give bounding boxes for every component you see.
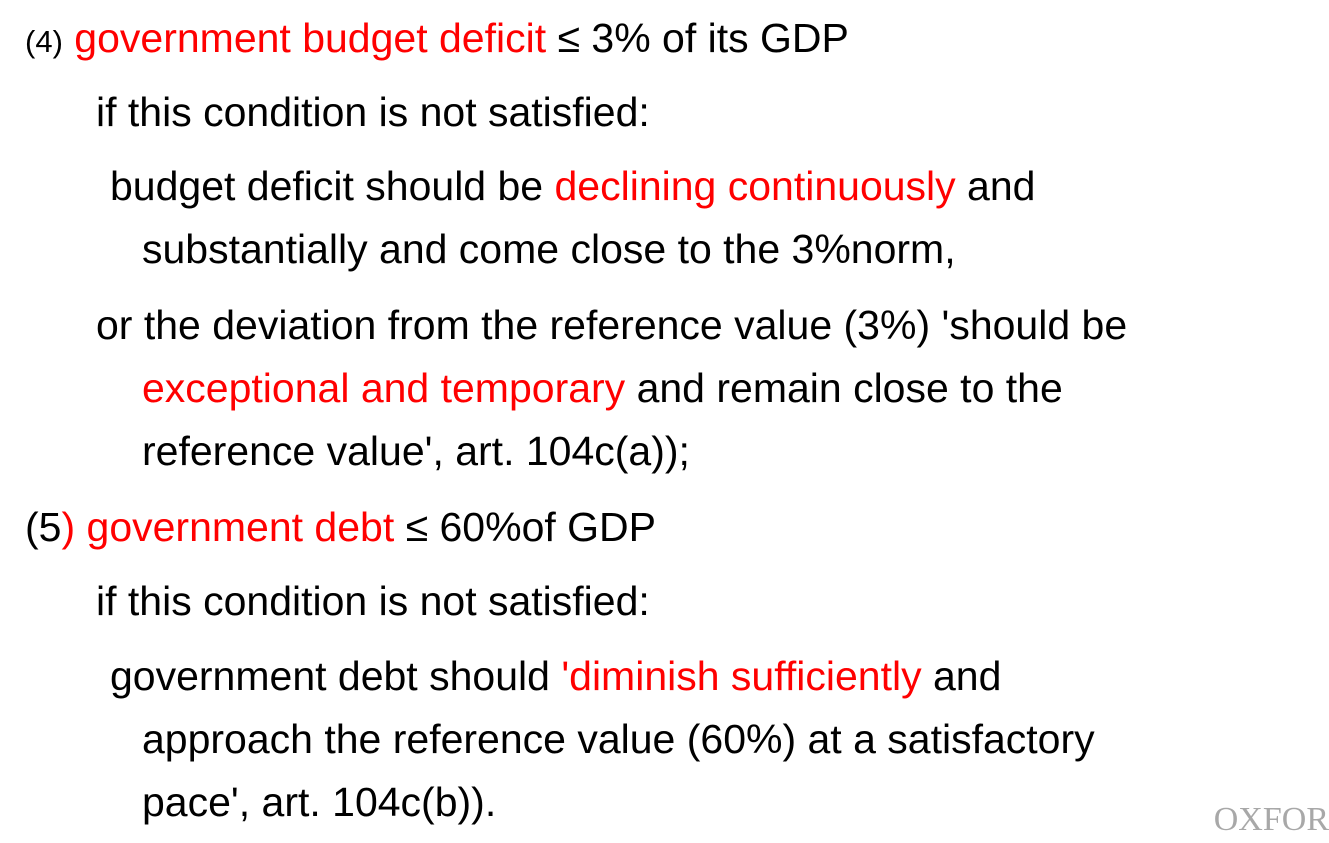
item4-clause-b-highlight: exceptional and temporary (142, 365, 626, 411)
item5-condition: if this condition is not satisfied: (96, 578, 650, 624)
item4-condition: if this condition is not satisfied: (96, 89, 650, 135)
item5-clause-a-line2: approach the reference value (60%) at a … (142, 716, 1095, 762)
item5-clause-a-highlight: 'diminish sufficiently (561, 653, 922, 699)
item5-clause-a-line1: government debt should 'diminish suffici… (110, 652, 1001, 700)
item4-clause-a-pre: budget deficit should be (110, 163, 555, 209)
item5-heading: (5) government debt ≤ 60%of GDP (25, 503, 656, 551)
item4-clause-b-line2: exceptional and temporary and remain clo… (142, 364, 1063, 412)
item5-clause-a-pre: government debt should (110, 653, 562, 699)
item5-clause-a-post: and (921, 653, 1002, 699)
item4-clause-b-post: and remain close to the (625, 365, 1063, 411)
item4-clause-a-line2: substantially and come close to the 3%no… (142, 226, 956, 272)
item5-number-open: (5 (25, 504, 62, 550)
item4-number: (4) (25, 24, 63, 59)
item4-clause-b-line3: reference value', art. 104c(a)); (142, 428, 690, 474)
item4-heading-rest: ≤ 3% of its GDP (546, 15, 849, 61)
item4-clause-a-line1: budget deficit should be declining conti… (110, 162, 1035, 210)
item4-heading: (4) government budget deficit ≤ 3% of it… (25, 14, 849, 66)
item5-heading-highlight: government debt (75, 504, 395, 550)
item5-number-close: ) (61, 504, 76, 550)
item4-clause-a-highlight: declining continuously (554, 163, 956, 209)
item5-heading-rest: ≤ 60%of GDP (394, 504, 656, 550)
item5-clause-a-line3: pace', art. 104c(b)). (142, 779, 497, 825)
item4-clause-b-line1: or the deviation from the reference valu… (96, 302, 1128, 348)
item4-clause-a-post: and (955, 163, 1036, 209)
oxford-watermark: OXFOR (1213, 801, 1329, 838)
item4-heading-highlight: government budget deficit (74, 15, 547, 61)
